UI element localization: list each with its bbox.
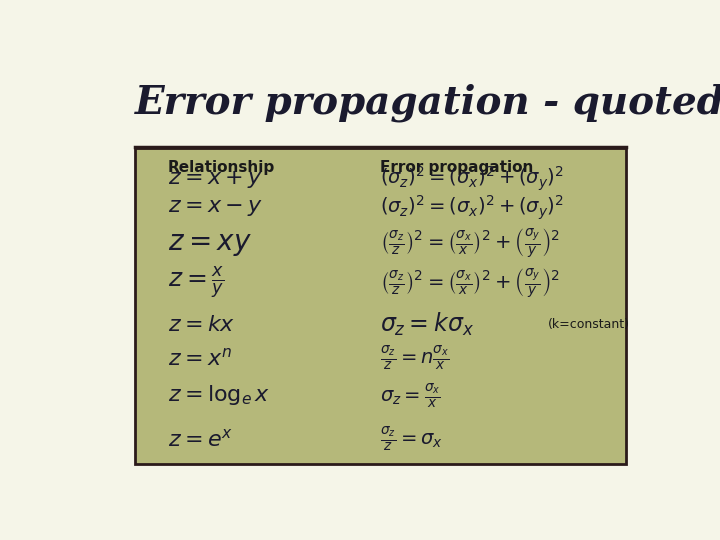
Text: (k=constant): (k=constant) xyxy=(548,318,629,331)
Text: $(\sigma_z)^2 = (\sigma_x)^2 + (\sigma_y)^2$: $(\sigma_z)^2 = (\sigma_x)^2 + (\sigma_y… xyxy=(380,165,564,193)
Text: $z = \log_{e}x$: $z = \log_{e}x$ xyxy=(168,383,271,407)
Text: $\frac{\sigma_z}{z} = \sigma_x$: $\frac{\sigma_z}{z} = \sigma_x$ xyxy=(380,425,443,453)
Text: $z = \frac{x}{y}$: $z = \frac{x}{y}$ xyxy=(168,265,225,301)
Text: $z = x^{n}$: $z = x^{n}$ xyxy=(168,347,232,369)
Text: $(\sigma_z)^2 = (\sigma_x)^2 + (\sigma_y)^2$: $(\sigma_z)^2 = (\sigma_x)^2 + (\sigma_y… xyxy=(380,194,564,222)
Text: $z = kx$: $z = kx$ xyxy=(168,315,235,335)
Text: $z = e^{x}$: $z = e^{x}$ xyxy=(168,428,233,450)
Text: $\frac{\sigma_z}{z} = n\frac{\sigma_x}{x}$: $\frac{\sigma_z}{z} = n\frac{\sigma_x}{x… xyxy=(380,344,449,372)
FancyBboxPatch shape xyxy=(135,148,626,464)
Text: $z = xy$: $z = xy$ xyxy=(168,230,252,258)
Text: $z = x - y$: $z = x - y$ xyxy=(168,198,263,218)
Text: Error propagation: Error propagation xyxy=(380,160,534,174)
Text: $\left(\frac{\sigma_z}{z}\right)^2 = \left(\frac{\sigma_x}{x}\right)^2 + \left(\: $\left(\frac{\sigma_z}{z}\right)^2 = \le… xyxy=(380,227,560,260)
Text: $\sigma_z = \frac{\sigma_x}{x}$: $\sigma_z = \frac{\sigma_x}{x}$ xyxy=(380,381,441,409)
Text: Error propagation - quoted: Error propagation - quoted xyxy=(135,84,720,122)
Text: $z = x + y$: $z = x + y$ xyxy=(168,168,263,190)
Text: $\left(\frac{\sigma_z}{z}\right)^2 = \left(\frac{\sigma_x}{x}\right)^2 + \left(\: $\left(\frac{\sigma_z}{z}\right)^2 = \le… xyxy=(380,266,560,300)
Text: Relationship: Relationship xyxy=(168,160,275,174)
Text: $\sigma_z = k\sigma_x$: $\sigma_z = k\sigma_x$ xyxy=(380,311,474,338)
